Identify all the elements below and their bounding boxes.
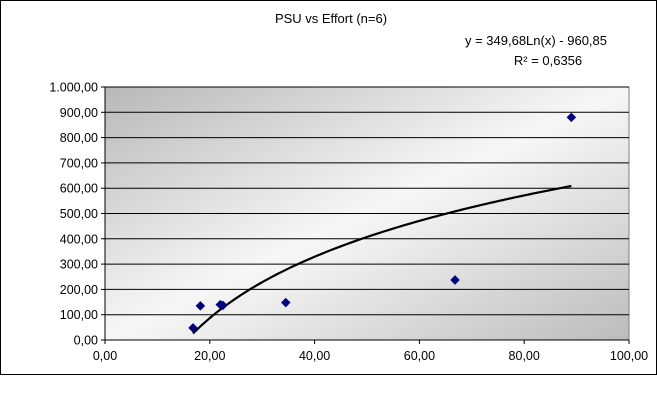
data-point-marker [218,300,228,311]
trendline-r2: R² = 0,6356 [514,53,582,68]
trendline-layer [192,184,572,335]
data-point-marker [450,275,460,285]
x-tick-label: 20,00 [194,349,225,363]
y-tick-label: 600,00 [60,182,98,196]
x-tick-label: 60,00 [404,349,435,363]
y-tick-label: 500,00 [60,207,98,221]
y-tick-label: 400,00 [60,232,98,246]
y-tick-label: 200,00 [60,283,98,297]
x-tick-label: 0,00 [93,349,117,363]
data-point-marker [566,112,577,123]
data-point-marker [281,297,291,308]
y-tick-label: 1.000,00 [49,81,98,95]
y-tick-label: 900,00 [60,106,98,120]
x-tick-label: 100,00 [610,349,648,363]
x-tick-labels: 0,00 20,00 40,00 60,00 80,00 100,00 [93,349,648,363]
x-tick-label: 40,00 [299,349,330,363]
y-tick-label: 100,00 [60,308,98,322]
chart-title: PSU vs Effort (n=6) [275,11,387,26]
data-point-marker [188,323,198,333]
log-trendline [192,184,572,335]
axis-layer [101,86,630,344]
grid-layer [105,86,629,316]
y-tick-labels: 0,00 100,00 200,00 300,00 400,00 500,00 600,00… [49,81,98,348]
data-point-marker [195,301,206,311]
y-tick-label: 800,00 [60,131,98,145]
y-tick-label: 700,00 [60,156,98,170]
data-points [188,112,577,333]
trendline-equation: y = 349,68Ln(x) - 960,85 [465,33,607,48]
y-tick-label: 0,00 [74,334,98,348]
y-tick-label: 300,00 [60,258,98,272]
x-tick-label: 80,00 [509,349,540,363]
